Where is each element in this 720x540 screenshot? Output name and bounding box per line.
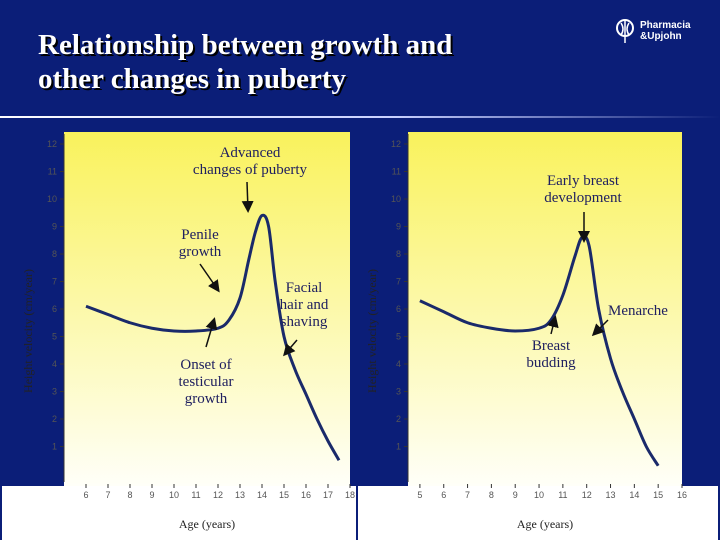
boys-x-tick-label: 8 — [127, 490, 132, 500]
boys-annotation-line: shaving — [281, 314, 328, 330]
slide-title: Relationship between growth and other ch… — [38, 28, 452, 96]
girls-y-tick-label: 6 — [396, 304, 401, 314]
boys-x-tick-label: 9 — [149, 490, 154, 500]
girls-y-tick-label: 9 — [396, 222, 401, 232]
boys-annotation-line: growth — [185, 391, 228, 407]
boys-x-tick-label: 16 — [301, 490, 311, 500]
girls-velocity-curve — [419, 234, 660, 467]
girls-annotation: Menarche — [608, 303, 668, 319]
boys-y-tick-label: 9 — [52, 222, 57, 232]
boys-x-axis-label: Age (years) — [179, 517, 235, 531]
girls-x-tick-label: 9 — [513, 490, 518, 500]
boys-annotation-line: Onset of — [180, 357, 231, 373]
boys-x-tick-label: 13 — [235, 490, 245, 500]
title-divider — [0, 116, 720, 118]
logo-line-2: &Upjohn — [640, 31, 682, 42]
boys-annotation-line: Penile — [181, 227, 219, 243]
boys-y-tick-label: 3 — [52, 387, 57, 397]
slide-title-line-1: Relationship between growth and — [38, 29, 453, 61]
boys-plot-background — [64, 132, 350, 486]
girls-annotation: Breast budding — [526, 338, 576, 371]
boys-y-tick-label: 6 — [52, 304, 57, 314]
girls-annotation: Early breast development — [544, 173, 622, 206]
boys-axis-strip — [2, 486, 356, 540]
girls-x-tick-label: 6 — [441, 490, 446, 500]
girls-axis-strip — [358, 486, 718, 540]
girls-annotation-line: budding — [526, 355, 576, 371]
boys-y-tick-label: 7 — [52, 277, 57, 287]
girls-annotation-arrow — [546, 315, 559, 335]
boys-annotation-line: growth — [179, 244, 222, 260]
girls-x-tick-label: 8 — [489, 490, 494, 500]
boys-growth-chart: 1 2 3 4 5 6 7 8 9 10 11 12 6 7 8 9 10 11 12 13 14 15 16 17 18 Age… — [2, 122, 356, 540]
boys-x-tick-label: 17 — [323, 490, 333, 500]
boys-y-tick-label: 1 — [52, 442, 57, 452]
boys-annotation-arrow — [205, 317, 218, 348]
boys-y-tick-label: 8 — [52, 249, 57, 259]
girls-x-tick-label: 10 — [534, 490, 544, 500]
boys-annotation-line: Advanced — [220, 145, 281, 161]
girls-annotation-line: Breast — [532, 338, 571, 354]
girls-annotation-arrow — [591, 319, 609, 337]
girls-y-tick-label: 5 — [396, 332, 401, 342]
girls-y-tick-label: 8 — [396, 249, 401, 259]
boys-annotation: Facial hair and shaving — [280, 280, 329, 330]
boys-annotation-arrow — [199, 263, 220, 293]
company-logo: Pharmacia &Upjohn — [614, 14, 714, 48]
boys-annotation-arrow — [283, 339, 298, 357]
logo-line-1: Pharmacia — [640, 20, 691, 31]
boys-y-tick-label: 10 — [47, 194, 57, 204]
boys-x-tick-label: 6 — [83, 490, 88, 500]
girls-x-tick-label: 7 — [465, 490, 470, 500]
boys-y-axis-label: Height velocity (cm/year) — [21, 269, 35, 393]
boys-x-tick-label: 12 — [213, 490, 223, 500]
logo-icon — [616, 19, 634, 43]
boys-annotation: Onset of testicular growth — [179, 357, 234, 407]
girls-y-tick-label: 4 — [396, 359, 401, 369]
boys-velocity-curve — [85, 213, 341, 461]
boys-y-tick-label: 4 — [52, 359, 57, 369]
boys-y-tick-label: 2 — [52, 414, 57, 424]
girls-x-tick-label: 15 — [653, 490, 663, 500]
girls-x-tick-label: 13 — [606, 490, 616, 500]
girls-y-tick-label: 7 — [396, 277, 401, 287]
girls-annotation-line: Menarche — [608, 303, 668, 319]
boys-annotation-arrow — [241, 181, 254, 213]
boys-x-tick-label: 10 — [169, 490, 179, 500]
girls-y-tick-label: 2 — [396, 414, 401, 424]
girls-x-axis-label: Age (years) — [517, 517, 573, 531]
boys-annotation-line: testicular — [179, 374, 234, 390]
boys-annotation: Advanced changes of puberty — [193, 145, 308, 178]
boys-x-tick-label: 7 — [105, 490, 110, 500]
boys-x-tick-label: 18 — [345, 490, 355, 500]
boys-x-tick-label: 14 — [257, 490, 267, 500]
boys-x-tick-label: 11 — [191, 490, 200, 500]
boys-annotation-line: changes of puberty — [193, 162, 308, 178]
boys-annotation-line: Facial — [286, 280, 323, 296]
girls-y-tick-label: 12 — [391, 139, 401, 149]
boys-y-tick-label: 11 — [48, 167, 57, 177]
girls-y-tick-label: 3 — [396, 387, 401, 397]
girls-y-tick-label: 10 — [391, 194, 401, 204]
boys-annotation: Penile growth — [179, 227, 222, 260]
boys-y-tick-label: 5 — [52, 332, 57, 342]
girls-annotation-line: development — [544, 190, 622, 206]
boys-y-tick-label: 12 — [47, 139, 57, 149]
boys-x-tick-label: 15 — [279, 490, 289, 500]
girls-growth-chart: 1 2 3 4 5 6 7 8 9 10 11 12 5 6 7 8 9 10 11 12 13 14 15 16 Age (y… — [358, 122, 718, 540]
girls-x-tick-label: 5 — [417, 490, 422, 500]
girls-y-tick-label: 1 — [396, 442, 401, 452]
girls-annotation-line: Early breast — [547, 173, 620, 189]
slide-title-line-2: other changes in puberty — [38, 63, 347, 95]
girls-x-tick-label: 11 — [558, 490, 567, 500]
girls-y-tick-label: 11 — [392, 167, 401, 177]
boys-annotation-line: hair and — [280, 297, 329, 313]
girls-x-tick-label: 12 — [582, 490, 592, 500]
girls-x-tick-label: 14 — [629, 490, 639, 500]
girls-x-tick-label: 16 — [677, 490, 687, 500]
girls-y-axis-label: Height velocity (cm/year) — [365, 269, 379, 393]
